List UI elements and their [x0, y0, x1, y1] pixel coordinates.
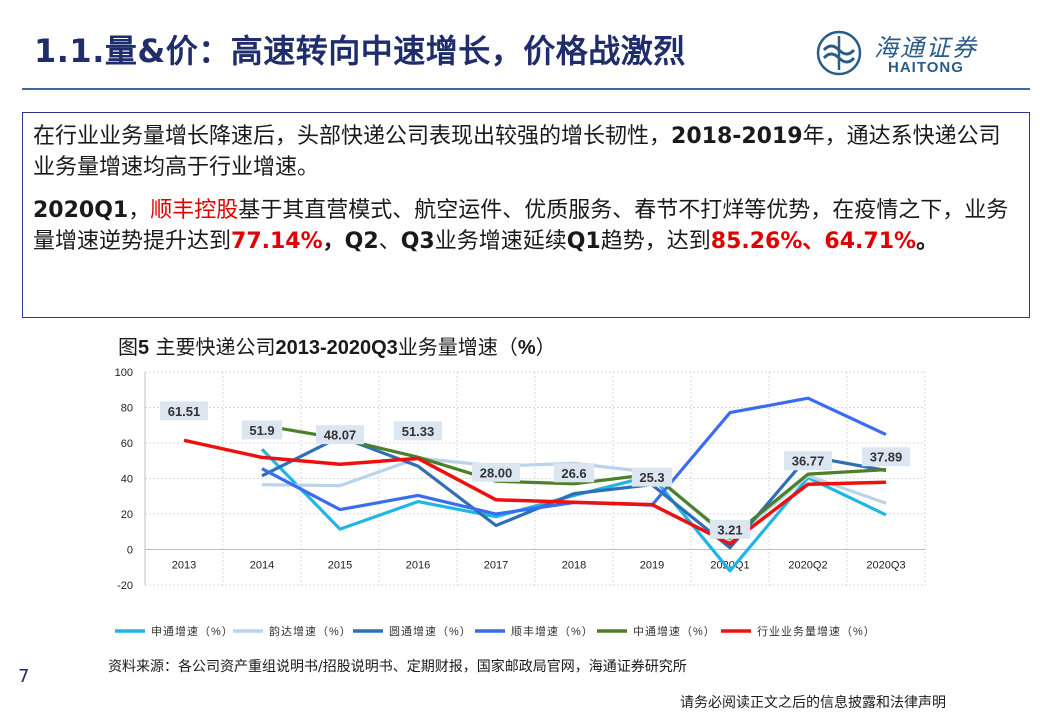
p2-sf-holding: 顺丰控股: [150, 198, 239, 223]
y-tick-label: 60: [121, 438, 133, 450]
series-line: [261, 435, 887, 550]
data-label: 26.6: [561, 466, 586, 481]
title-divider: [22, 88, 1030, 90]
fig-title-num: 5: [138, 337, 150, 359]
data-label: 28.00: [480, 465, 513, 480]
data-label-bg: [241, 420, 283, 440]
x-tick-label: 2018: [562, 560, 586, 572]
summary-text-box: 在行业业务量增长降速后，头部快递公司表现出较强的增长韧性，2018-2019年，…: [22, 112, 1030, 318]
p2-q3: Q3: [400, 229, 435, 254]
x-tick-label: 2013: [172, 560, 196, 572]
paragraph-1-years: 2018-2019: [671, 124, 803, 149]
x-tick-label: 2014: [250, 560, 274, 572]
p2-q2: Q2: [344, 229, 379, 254]
data-label: 51.33: [402, 424, 435, 439]
logo-chinese-name: 海通证券: [874, 34, 978, 62]
fig-title-e: 业务量增速（: [397, 335, 518, 359]
data-label-bg: [631, 467, 673, 487]
data-label-bg: [316, 425, 364, 445]
legend-label: 韵达增速（%）: [269, 624, 352, 638]
data-label: 3.21: [717, 522, 742, 537]
y-tick-label: 20: [121, 509, 133, 521]
x-tick-label: 2015: [328, 560, 352, 572]
legend-label: 圆通增速（%）: [389, 624, 472, 638]
fig-title-range: 2013-2020Q3: [275, 337, 398, 359]
x-tick-label: 2019: [640, 560, 664, 572]
legal-disclaimer: 请务必阅读正文之后的信息披露和法律声明: [680, 695, 946, 711]
p2-quarter-q1: 2020Q1: [33, 198, 129, 223]
legend-label: 顺丰增速（%）: [511, 624, 594, 638]
x-tick-label: 2020Q3: [866, 560, 905, 572]
p2-comma: ，: [128, 198, 151, 223]
logo-english-name: HAITONG: [888, 59, 964, 76]
x-tick-label: 2017: [484, 560, 508, 572]
x-tick-label: 2020Q1: [710, 560, 749, 572]
source-note: 资料来源：各公司资产重组说明书/招股说明书、定期财报，国家邮政局官网，海通证券研…: [108, 659, 687, 675]
y-tick-label: 100: [115, 367, 133, 379]
slide-title: 1.1.量&价：高速转向中速增长，价格战激烈: [34, 32, 686, 70]
data-label: 48.07: [324, 428, 357, 443]
p2-dun: 、: [378, 229, 401, 254]
x-tick-label: 2016: [406, 560, 430, 572]
page-number: 7: [18, 666, 30, 687]
p2-comma-2: ，: [322, 229, 345, 254]
series-line: [261, 423, 887, 540]
x-tick-label: 2020Q2: [788, 560, 827, 572]
series-line: [260, 448, 887, 573]
data-label: 61.51: [168, 404, 201, 419]
p2-q3-growth: 64.71%: [824, 229, 917, 254]
y-tick-label: 80: [121, 403, 133, 415]
fig-title-c: 主要快递公司: [149, 335, 276, 359]
fig-title-g: ）: [535, 335, 556, 359]
fig-title-a: 图: [118, 335, 138, 359]
fig-title-unit: %: [517, 337, 536, 359]
data-label-bg: [394, 421, 442, 441]
figure-title: 图5 主要快递公司2013-2020Q3业务量增速（%）: [118, 331, 556, 360]
y-tick-label: 40: [121, 474, 133, 486]
paragraph-2: 2020Q1，顺丰控股基于其直营模式、航空运件、优质服务、春节不打烊等优势，在疫…: [33, 195, 1019, 257]
data-label: 25.3: [639, 470, 664, 485]
p2-reach: 趋势，达到: [600, 229, 711, 254]
p2-q1-growth: 77.14%: [231, 229, 323, 254]
y-tick-label: 0: [127, 545, 133, 557]
growth-line-chart: 100 80 60 40 20 0 -20 2013 2014 2015 2016 2017 2018 2…: [115, 367, 926, 638]
p2-dun-2: 、: [802, 229, 825, 254]
legend-label: 中通增速（%）: [633, 624, 716, 638]
p2-continue: 业务增速延续: [434, 229, 567, 254]
data-label: 36.77: [792, 454, 825, 469]
series-line: [183, 438, 887, 546]
y-tick-label: -20: [117, 580, 133, 592]
p2-body: 基于其直营模式、航空运件、优质服务、春节不打烊等优势，在疫情之下，业务量增速逆势…: [33, 198, 1009, 254]
paragraph-1-text-a: 在行业业务量增长降速后，头部快递公司表现出较强的增长韧性，: [33, 124, 672, 149]
data-label-bg: [784, 451, 832, 471]
data-label-bg: [472, 462, 520, 482]
data-label: 37.89: [870, 450, 903, 465]
data-label: 51.9: [249, 423, 274, 438]
data-label-bg: [553, 463, 595, 483]
legend-label: 行业业务量增速（%）: [757, 624, 876, 638]
data-label-bg: [160, 401, 208, 421]
p2-q2-growth: 85.26%: [710, 229, 803, 254]
p2-q1-ref: Q1: [566, 229, 601, 254]
paragraph-1-text-c: 年，通达系快递公司业务量增速均高于行业增速。: [33, 124, 1001, 180]
haitong-logo: 海通证券 HAITONG: [816, 24, 1016, 80]
p2-period: 。: [916, 229, 939, 254]
legend-label: 申通增速（%）: [151, 624, 234, 638]
paragraph-1: 在行业业务量增长降速后，头部快递公司表现出较强的增长韧性，2018-2019年，…: [33, 121, 1019, 183]
haitong-emblem-icon: [816, 30, 862, 76]
data-label-bg: [709, 519, 751, 539]
data-label-bg: [862, 447, 910, 467]
